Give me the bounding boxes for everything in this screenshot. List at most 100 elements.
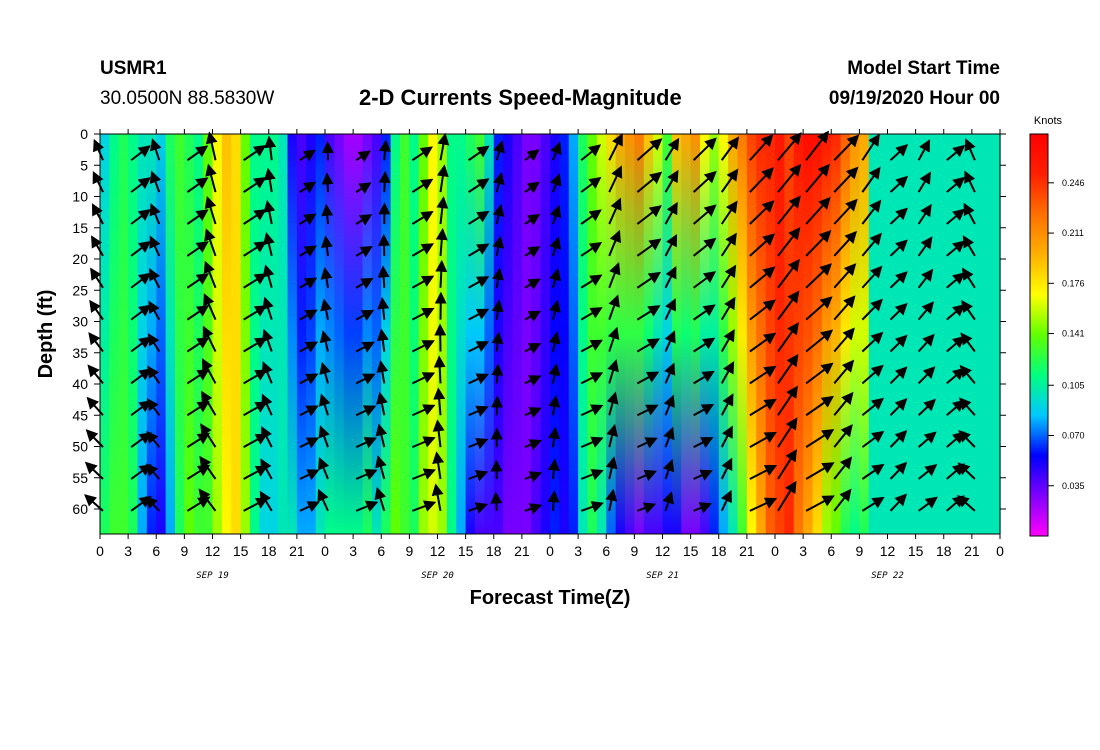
current-vector (889, 302, 908, 321)
current-vector (693, 370, 715, 385)
x-date-label: SEP 21 (646, 571, 679, 581)
current-vector (412, 500, 437, 512)
current-vector (917, 333, 935, 353)
current-vector (720, 136, 740, 161)
current-vector (468, 470, 489, 482)
current-vector (693, 469, 713, 481)
current-vector (917, 203, 932, 225)
current-vector (145, 495, 160, 512)
current-vector (321, 172, 334, 193)
current-vector (524, 503, 543, 515)
current-vector (580, 501, 604, 513)
x-tick-label: 6 (827, 543, 835, 559)
current-vector (355, 277, 374, 290)
current-vector (833, 198, 858, 225)
current-vector (468, 178, 490, 193)
y-tick-label: 50 (72, 439, 88, 455)
current-vector (777, 353, 799, 384)
current-vector (318, 425, 330, 448)
heatmap-cell (118, 134, 129, 534)
current-vector (606, 391, 619, 416)
current-vector (411, 275, 435, 289)
current-vector (833, 456, 853, 480)
current-vector (962, 235, 976, 257)
current-vector (433, 355, 446, 384)
current-vector (720, 425, 733, 448)
current-vector (548, 331, 561, 352)
current-vector (805, 229, 832, 257)
current-vector (378, 139, 391, 161)
current-vector (693, 304, 716, 321)
current-vector (580, 436, 604, 449)
current-vector (299, 309, 318, 321)
heatmap-cell (653, 134, 664, 534)
chart-title: 2-D Currents Speed-Magnitude (359, 85, 682, 110)
heatmap-cell (700, 134, 710, 534)
y-tick-label: 45 (72, 407, 88, 423)
current-vector (889, 175, 909, 193)
current-vector (299, 149, 316, 162)
current-vector (608, 165, 623, 193)
y-tick-label: 10 (72, 189, 88, 205)
current-vector (636, 469, 657, 481)
current-vector (204, 195, 217, 225)
x-tick-label: 9 (855, 543, 863, 559)
current-vector (777, 227, 801, 257)
current-vector (833, 295, 856, 321)
current-vector (580, 176, 602, 193)
heatmap-cell (615, 134, 626, 534)
heatmap-cell (793, 134, 804, 534)
current-vector (946, 272, 966, 289)
x-tick-label: 6 (602, 543, 610, 559)
current-vector (608, 294, 620, 320)
current-vector (720, 232, 737, 257)
current-vector (833, 391, 854, 416)
current-vector (89, 299, 104, 321)
current-vector (299, 181, 317, 194)
heatmap-cell (709, 134, 720, 534)
colorbar-tick-label: 0.176 (1062, 278, 1085, 288)
current-vector (636, 305, 661, 321)
current-vector (720, 361, 735, 384)
heatmap-cell (540, 134, 551, 534)
current-vector (693, 502, 713, 514)
colorbar-ticks: 0.246 0.211 0.176 0.141 0.105 0.070 0.035 (1048, 178, 1085, 491)
current-vector (946, 176, 966, 193)
current-vector (524, 213, 541, 226)
current-vector (318, 456, 330, 480)
current-vector (186, 368, 210, 385)
current-vector (243, 209, 267, 225)
heatmap-cell (850, 134, 860, 534)
current-vector (524, 246, 541, 258)
current-vector (550, 173, 562, 193)
current-vector (664, 266, 677, 289)
current-vector (468, 502, 489, 514)
current-vector (411, 372, 436, 385)
current-vector (261, 393, 273, 416)
heatmap-cell (934, 134, 945, 534)
current-vector (607, 326, 620, 352)
heatmap-cell (512, 134, 523, 534)
current-vector (693, 237, 717, 257)
current-vector (262, 328, 274, 352)
heatmap-cell (596, 134, 607, 534)
x-tick-label: 6 (377, 543, 385, 559)
heatmap-cell (906, 134, 917, 534)
current-vector (261, 425, 273, 448)
current-vector (636, 238, 662, 257)
current-vector (749, 431, 777, 448)
heatmap-cell (671, 134, 682, 534)
current-vector (749, 200, 775, 225)
current-vector (861, 430, 885, 448)
current-vector (889, 144, 909, 161)
current-vector (149, 203, 161, 225)
current-vector (917, 398, 937, 416)
current-vector (636, 371, 660, 385)
heatmap-cell (109, 134, 120, 534)
current-vector (319, 361, 331, 384)
current-vector (205, 163, 217, 193)
current-vector (432, 451, 445, 480)
heatmap-cell (446, 134, 457, 534)
x-tick-label: 12 (880, 543, 896, 559)
current-vector (130, 208, 152, 225)
